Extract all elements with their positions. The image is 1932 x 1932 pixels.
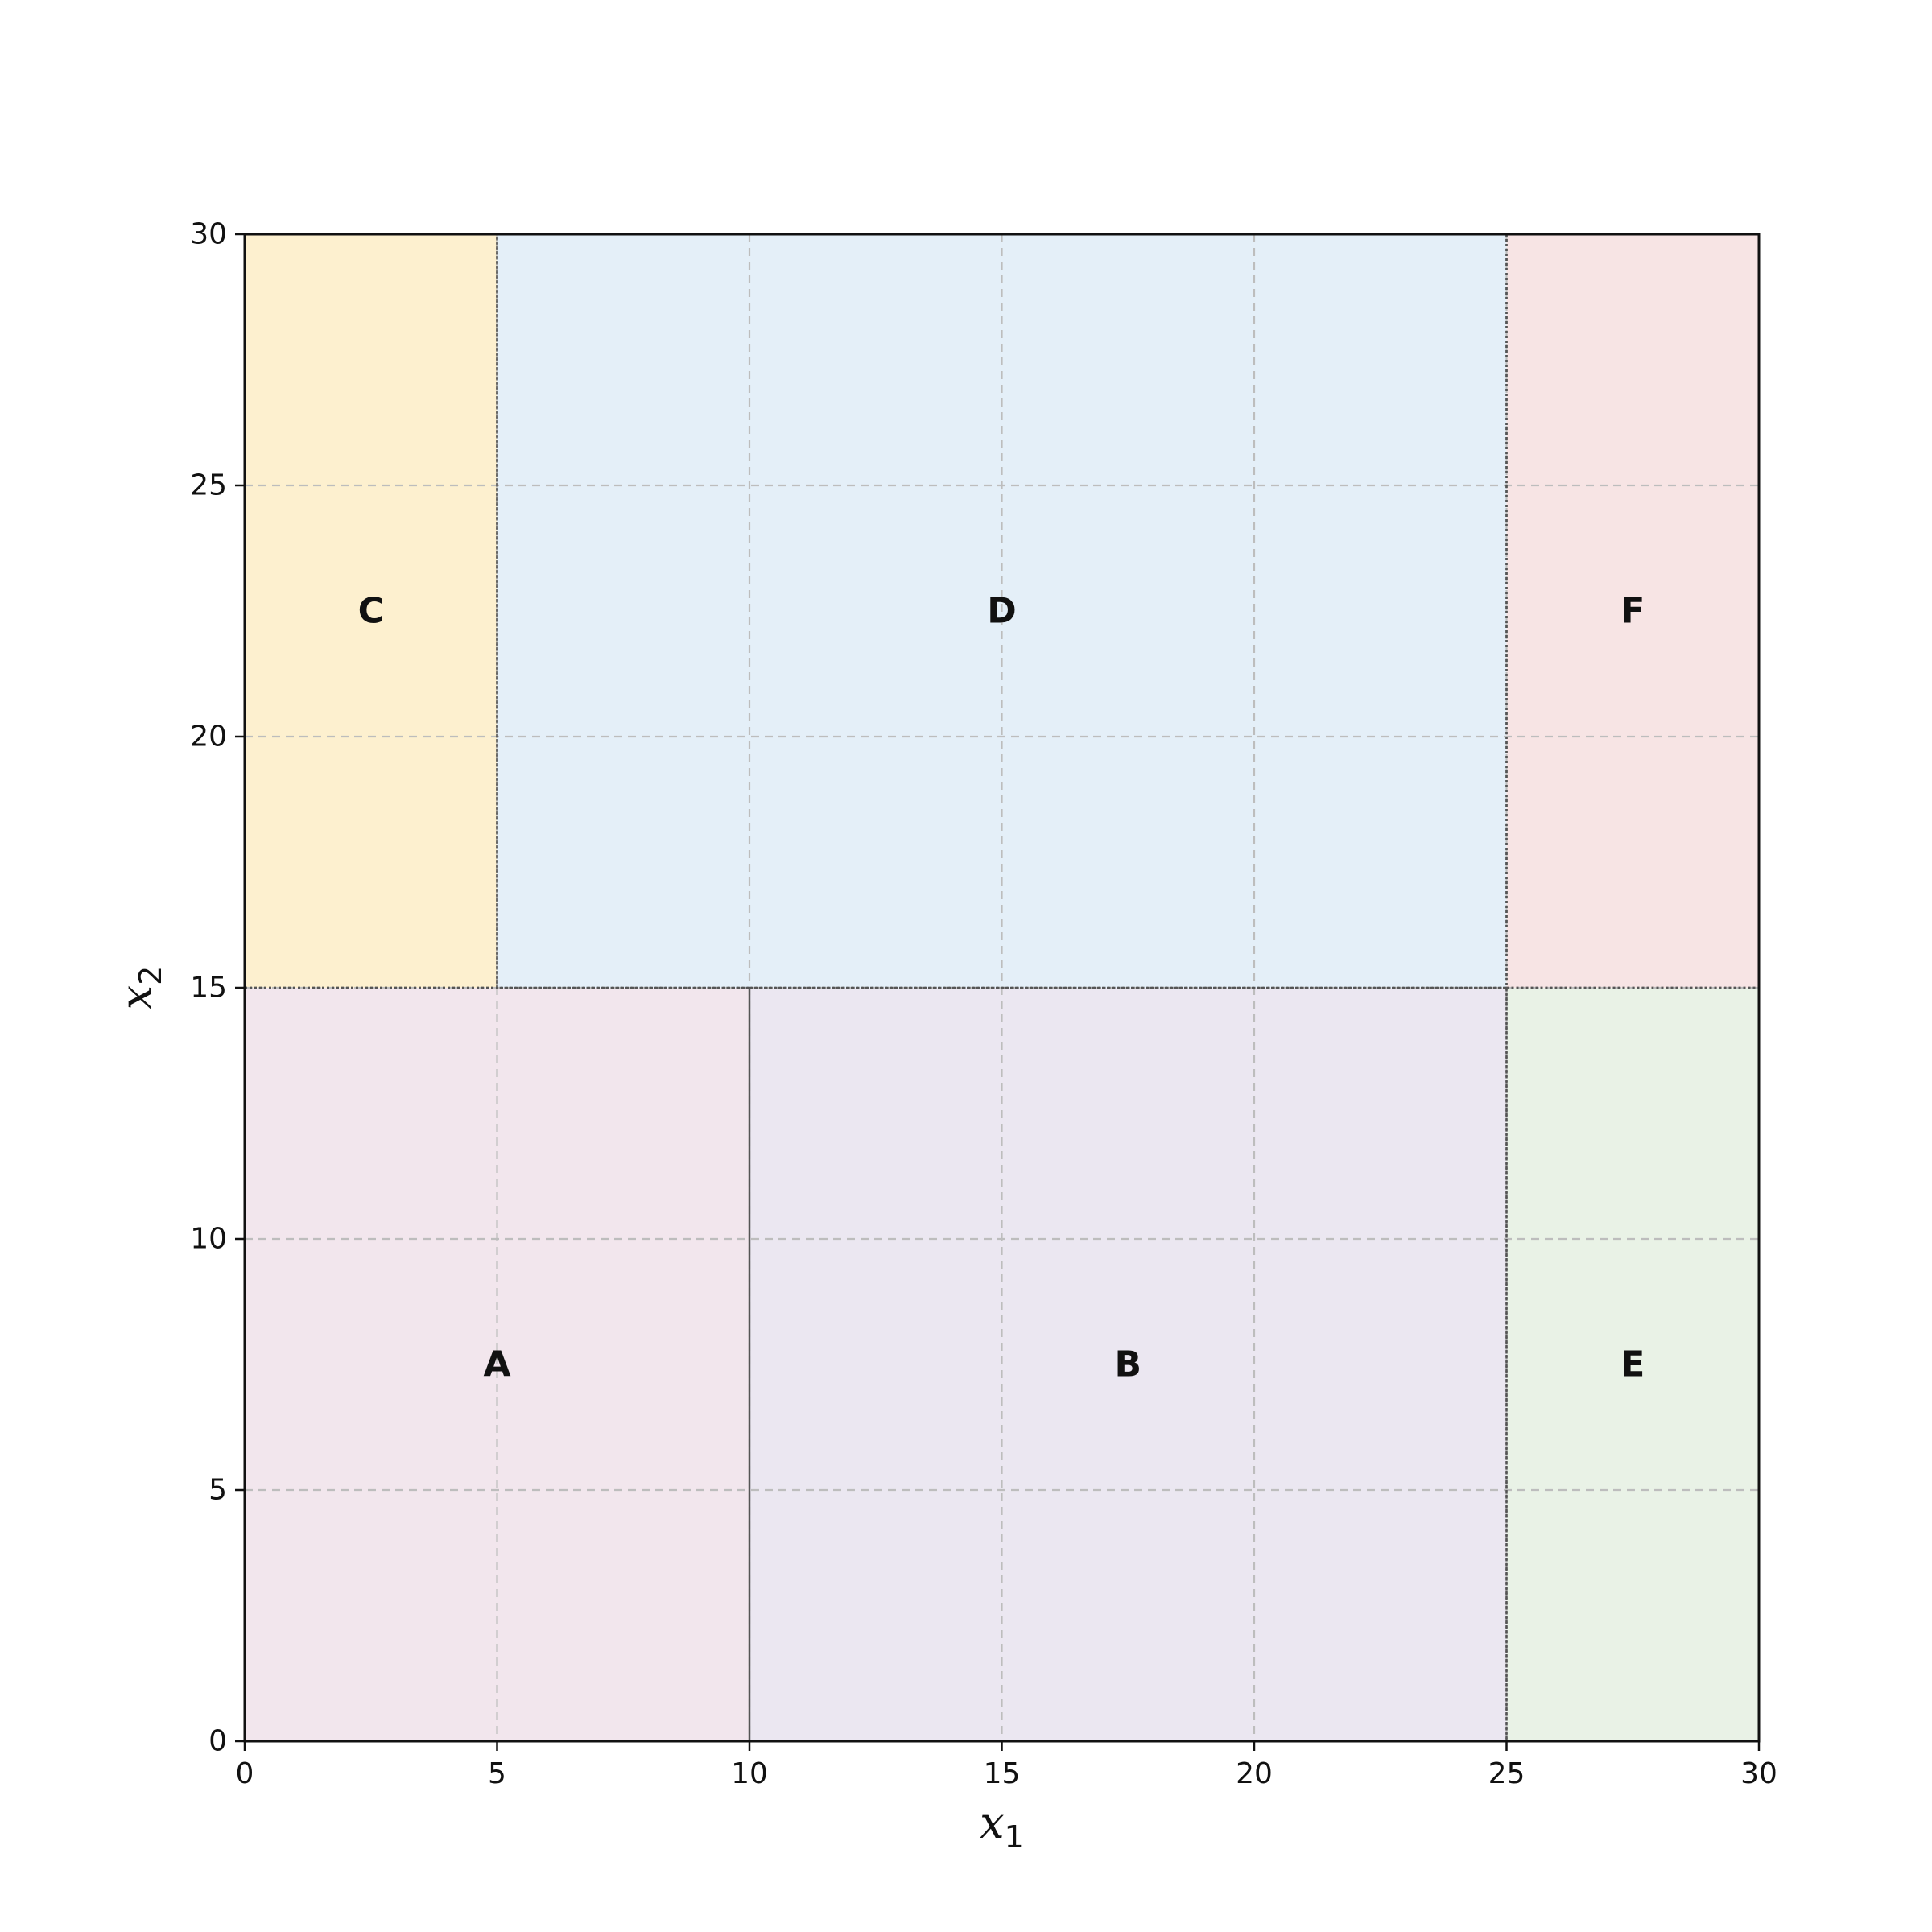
y-axis-ticks: 0 5 10 15 20 25 30: [190, 218, 245, 1758]
region-f: [1506, 234, 1759, 988]
region-b: [749, 988, 1507, 1741]
y-tick-label: 15: [190, 972, 227, 1005]
region-label-c: C: [358, 591, 384, 632]
region-label-b: B: [1114, 1344, 1141, 1385]
x-tick-label: 30: [1740, 1757, 1777, 1790]
x-axis-label: x1: [980, 1798, 1024, 1855]
y-tick-label: 10: [190, 1223, 227, 1256]
x-tick-label: 20: [1236, 1757, 1273, 1790]
y-tick-label: 20: [190, 720, 227, 753]
y-tick-label: 5: [208, 1474, 227, 1507]
x-tick-label: 5: [488, 1757, 506, 1790]
region-label-a: A: [483, 1344, 510, 1385]
y-tick-label: 30: [190, 218, 227, 251]
x-tick-label: 15: [984, 1757, 1021, 1790]
region-c: [245, 234, 497, 988]
y-tick-label: 0: [208, 1725, 227, 1758]
y-tick-label: 25: [190, 469, 227, 502]
x-tick-label: 10: [731, 1757, 768, 1790]
y-axis-label: x2: [111, 966, 168, 1010]
region-label-e: E: [1620, 1344, 1645, 1385]
region-labels-layer: A B C D E F: [358, 591, 1645, 1385]
region-label-f: F: [1620, 591, 1645, 632]
region-label-d: D: [987, 591, 1017, 632]
x-axis-ticks: 0 5 10 15 20 25 30: [236, 1741, 1777, 1790]
x-tick-label: 0: [236, 1757, 254, 1790]
x-tick-label: 25: [1488, 1757, 1525, 1790]
region-e: [1506, 988, 1759, 1741]
